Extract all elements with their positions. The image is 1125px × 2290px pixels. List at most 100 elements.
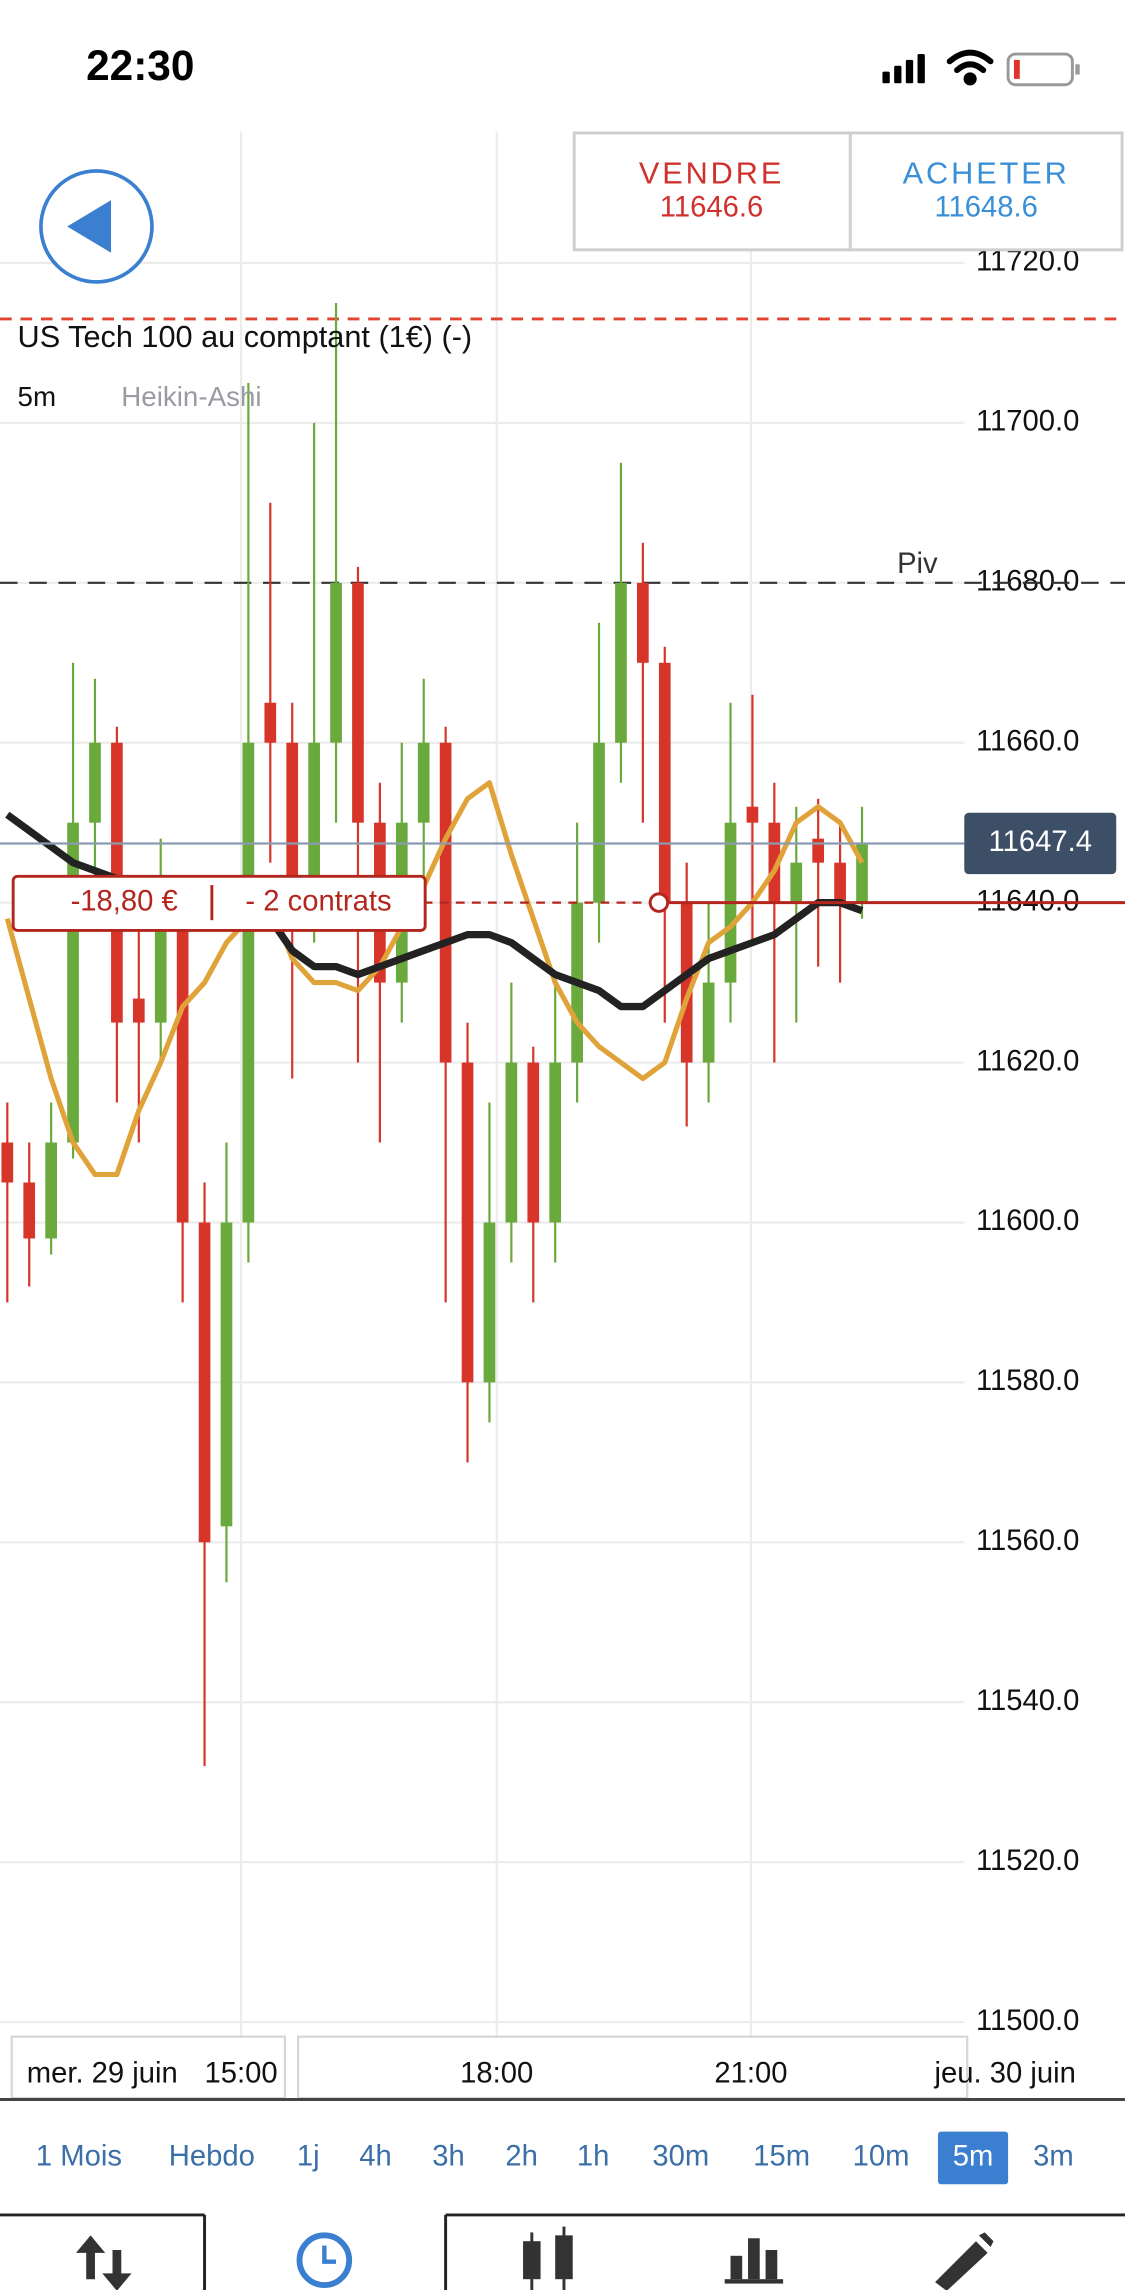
current-price-box <box>964 812 1117 875</box>
position-size: - 2 contrats <box>245 885 391 917</box>
timeframe-label: Hebdo <box>169 2141 255 2173</box>
candle-body <box>746 806 759 823</box>
timeframe-option[interactable]: 30m <box>652 2141 709 2173</box>
candle-body <box>702 982 715 1063</box>
candle-body <box>615 582 627 743</box>
y-tick-label: 11500.0 <box>976 2005 1079 2037</box>
timeframe-option[interactable]: 10m <box>853 2141 910 2173</box>
candle-body <box>352 582 364 823</box>
candle-body <box>67 822 79 1143</box>
candle-body <box>242 742 255 1223</box>
y-tick-label: 11600.0 <box>976 1205 1079 1237</box>
current-price-label: 11647.4 <box>989 826 1092 858</box>
timeframe-label: 30m <box>652 2141 709 2173</box>
timeframe-label: 3h <box>432 2141 465 2173</box>
back-button[interactable] <box>39 169 154 284</box>
bottom-toolbar <box>0 2213 1125 2290</box>
candle-body <box>264 702 277 743</box>
x-tick-label: 15:00 <box>205 2057 278 2089</box>
timeframe-option[interactable]: 3m <box>1033 2141 1074 2173</box>
timeframe-label: 5m <box>18 381 57 412</box>
timeframe-label: 15m <box>753 2141 810 2173</box>
timeframe-option[interactable]: 1h <box>577 2141 610 2173</box>
trade-icon[interactable] <box>75 2235 132 2290</box>
candle-body <box>593 742 605 903</box>
timeframe-option[interactable]: 15m <box>753 2141 810 2173</box>
candle-body <box>1 1142 14 1183</box>
buy-label: ACHETER <box>903 155 1070 190</box>
timeframe-option[interactable]: 5m <box>937 2131 1009 2185</box>
pivot-label: Piv <box>897 548 938 580</box>
x-axis-strip <box>0 2035 1125 2101</box>
candle-body <box>89 742 101 823</box>
candle-body <box>220 1222 233 1527</box>
candle-body <box>45 1142 57 1239</box>
sell-button[interactable]: VENDRE 11646.6 <box>572 131 852 252</box>
sell-price: 11646.6 <box>660 192 763 224</box>
timeframe-label: 2h <box>505 2141 538 2173</box>
candle-body <box>330 582 342 743</box>
x-tick-label: 18:00 <box>460 2057 533 2089</box>
position-handle[interactable] <box>648 892 670 913</box>
y-tick-label: 11540.0 <box>976 1685 1079 1717</box>
position-box <box>11 874 427 932</box>
draw-icon[interactable] <box>935 2232 994 2290</box>
timeframe-option[interactable]: 1 Mois <box>36 2141 122 2173</box>
candle-body <box>176 902 189 1223</box>
timeframe-bar: 1 Mois Hebdo 1j 4h 3h 2h 1h 30m 15m 10m 5m 3m <box>36 2131 1074 2185</box>
buy-button[interactable]: ACHETER 11648.6 <box>848 131 1124 252</box>
timeframe-label: 5m <box>953 2141 994 2173</box>
candle-body <box>680 902 693 1063</box>
status-time: 22:30 <box>86 42 194 89</box>
timeframe-option[interactable]: 1j <box>297 2141 320 2173</box>
candle-body <box>286 742 299 903</box>
moving-average <box>4 780 865 1178</box>
candle-body <box>834 862 846 903</box>
position-pnl: -18,80 € <box>71 885 178 917</box>
y-tick-label: 11660.0 <box>976 725 1079 757</box>
candle-body <box>23 1182 36 1239</box>
position-label[interactable]: -18,80 € - 2 contrats <box>11 874 427 932</box>
candle-body <box>527 1062 540 1223</box>
candle-body <box>483 1222 496 1383</box>
timeframe-option[interactable]: 3h <box>432 2141 465 2173</box>
y-tick-label: 11560.0 <box>976 1525 1079 1557</box>
timeframe-option[interactable]: 2h <box>505 2141 538 2173</box>
candle-body <box>198 1222 211 1543</box>
timeframe-label: 3m <box>1033 2141 1074 2173</box>
candle-body <box>308 742 320 903</box>
timeframe-label: 4h <box>359 2141 392 2173</box>
timeframe-selected-bg <box>937 2131 1009 2185</box>
candle-body <box>768 822 781 903</box>
y-tick-label: 11700.0 <box>976 406 1079 438</box>
bars-icon[interactable] <box>724 2238 784 2284</box>
timeframe-option[interactable]: 4h <box>359 2141 392 2173</box>
signal-icon <box>882 54 925 84</box>
candle-body <box>790 862 803 903</box>
timeframe-label: 1j <box>297 2141 320 2173</box>
candle-body <box>658 662 671 903</box>
timeframe-label: 1h <box>577 2141 610 2173</box>
x-tick-label: mer. 29 juin <box>27 2057 178 2089</box>
battery-icon <box>1006 52 1080 87</box>
candle-body <box>132 998 145 1023</box>
candle-body <box>856 843 868 903</box>
candles-icon[interactable] <box>523 2226 573 2290</box>
clock-icon[interactable] <box>296 2232 353 2288</box>
chart-area: 11720.011700.011680.011660.011640.011620… <box>0 131 1125 2037</box>
candle-body <box>154 902 167 1023</box>
wifi-icon <box>946 49 994 86</box>
instrument-name: US Tech 100 au comptant (1€) (-) <box>18 319 473 354</box>
y-tick-label: 11680.0 <box>976 566 1079 598</box>
sell-label: VENDRE <box>639 155 784 190</box>
candle-body <box>505 1062 518 1223</box>
chart-style: Heikin-Ashi <box>121 381 261 412</box>
x-labels: mer. 29 juin 15:00 18:00 21:00 jeu. 30 juin <box>27 2057 1076 2089</box>
candle-body <box>549 1062 562 1223</box>
x-tick-label: 21:00 <box>714 2057 787 2089</box>
x-tick-label: jeu. 30 juin <box>934 2057 1076 2089</box>
timeframe-option[interactable]: Hebdo <box>169 2141 255 2173</box>
